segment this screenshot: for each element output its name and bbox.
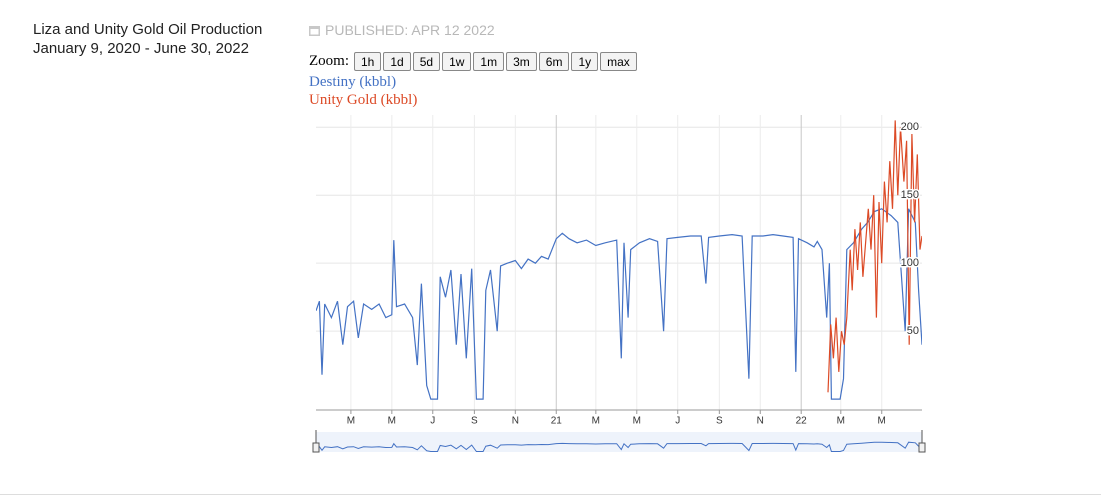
published-date: PUBLISHED: APR 12 2022 bbox=[325, 22, 495, 38]
y-tick-label: 150 bbox=[901, 189, 919, 201]
line-series bbox=[316, 208, 922, 400]
navigator-handle[interactable] bbox=[918, 442, 926, 453]
zoom-button[interactable]: 3m bbox=[506, 52, 537, 71]
x-tick-label: M bbox=[633, 416, 641, 427]
zoom-button[interactable]: 1w bbox=[442, 52, 472, 71]
zoom-button[interactable]: 5d bbox=[412, 52, 441, 71]
x-tick-label: M bbox=[347, 416, 355, 427]
zoom-label: Zoom: bbox=[309, 53, 349, 69]
y-tick-label: 50 bbox=[907, 325, 919, 337]
title: Liza and Unity Gold Oil Production bbox=[33, 21, 263, 38]
footer-rule bbox=[0, 494, 1101, 495]
subtitle: January 9, 2020 - June 30, 2022 bbox=[33, 40, 249, 57]
x-tick-label: N bbox=[512, 416, 519, 427]
navigator-mask bbox=[316, 432, 922, 452]
zoom-button[interactable]: 6m bbox=[538, 52, 570, 71]
zoom-button[interactable]: 1h bbox=[354, 52, 382, 71]
legend-entry[interactable]: Destiny (kbbl) bbox=[309, 74, 397, 90]
calendar-icon bbox=[309, 25, 320, 36]
x-tick-label: M bbox=[592, 416, 600, 427]
x-tick-label: M bbox=[388, 416, 396, 427]
zoom-bar: Zoom: 1h 1d 5d 1w 1m 3m 6m 1y max bbox=[309, 52, 637, 71]
navigator-series bbox=[315, 441, 923, 452]
x-tick-label: J bbox=[675, 416, 680, 427]
zoom-button[interactable]: 1d bbox=[383, 52, 411, 71]
x-tick-label: M bbox=[837, 416, 845, 427]
navigator-handle[interactable] bbox=[312, 442, 320, 453]
line-series bbox=[827, 120, 922, 393]
zoom-button[interactable]: max bbox=[600, 52, 637, 71]
y-tick-label: 200 bbox=[901, 121, 919, 133]
published: PUBLISHED: APR 12 2022 bbox=[308, 22, 495, 38]
x-tick-label: M bbox=[878, 416, 886, 427]
header: Liza and Unity Gold Oil Production Janua… bbox=[33, 20, 262, 58]
zoom-button[interactable]: 1m bbox=[473, 52, 505, 71]
x-tick-label: S bbox=[471, 416, 478, 427]
y-tick-label: 100 bbox=[901, 257, 919, 269]
x-tick-label: 21 bbox=[551, 416, 563, 427]
x-tick-label: 22 bbox=[796, 416, 808, 427]
legend-entry[interactable]: Unity Gold (kbbl) bbox=[309, 92, 418, 108]
legend: Destiny (kbbl) Unity Gold (kbbl) bbox=[309, 73, 417, 109]
x-tick-label: J bbox=[430, 416, 435, 427]
x-tick-label: S bbox=[716, 416, 723, 427]
x-tick-label: N bbox=[757, 416, 764, 427]
zoom-button[interactable]: 1y bbox=[571, 52, 599, 71]
